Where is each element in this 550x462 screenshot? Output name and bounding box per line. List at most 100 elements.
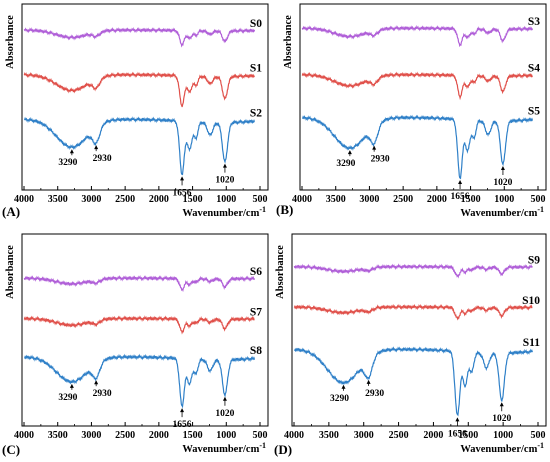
annotation-arrowhead	[94, 145, 99, 150]
annotation-arrowhead	[69, 383, 74, 388]
annotation-arrowhead	[94, 380, 99, 385]
peak-annotation: 1020	[493, 178, 512, 188]
x-tick-label: 500	[531, 194, 546, 205]
series-line-s1	[23, 71, 255, 108]
peak-annotation: 3290	[336, 159, 355, 169]
x-tick-label: 1500	[183, 430, 203, 441]
x-tick-label: 3000	[81, 194, 101, 205]
peak-annotation: 1656	[448, 429, 467, 439]
x-tick-label: 4000	[14, 194, 34, 205]
peak-annotation: 1020	[215, 176, 234, 186]
peak-annotation: 3290	[58, 158, 77, 168]
annotation-arrowhead	[500, 166, 505, 171]
x-tick-label: 3500	[319, 430, 339, 441]
series-label: S5	[528, 105, 540, 117]
annotation-arrowhead	[180, 176, 185, 181]
series-line-s7	[23, 315, 255, 335]
series-label: S9	[528, 255, 540, 267]
series-line-s6	[23, 274, 256, 293]
peak-annotation: 1656	[451, 192, 470, 202]
x-tick-label: 2000	[149, 194, 169, 205]
chart-panel-2: 4000 3500 3000 2500 2000 1500 1000 500Wavenumbe…	[2, 233, 269, 457]
series-label: S4	[528, 63, 540, 75]
x-tick-label: 4000	[14, 430, 34, 441]
panel-label: (A)	[2, 204, 20, 219]
peak-annotation: 2930	[371, 155, 390, 165]
peak-annotation: 2930	[93, 389, 112, 399]
x-tick-label: 4000	[292, 194, 312, 205]
y-axis-label: Absorbance	[5, 245, 16, 299]
panel-label: (C)	[2, 442, 20, 457]
annotation-arrowhead	[341, 384, 346, 389]
peak-annotation: 2930	[93, 154, 112, 164]
panel-label: (B)	[276, 202, 293, 217]
x-axis-label: Wavenumber/cm-1	[460, 441, 544, 455]
x-tick-label: 500	[253, 194, 268, 205]
series-line-s0	[23, 26, 256, 48]
annotation-arrowhead	[455, 417, 460, 422]
x-tick-label: 2000	[149, 430, 169, 441]
x-tick-label: 1000	[493, 430, 513, 441]
annotation-arrowhead	[372, 145, 377, 150]
plot-frame	[299, 3, 547, 191]
x-axis-label: Wavenumber/cm-1	[182, 441, 266, 455]
annotation-arrowhead	[458, 179, 463, 184]
chart-panel-0: 4000 3500 3000 2500 2000 1500 1000 500Wavenumbe…	[2, 3, 269, 219]
series-label: S1	[250, 63, 262, 75]
x-tick-label: 3000	[354, 430, 374, 441]
x-axis-label: Wavenumber/cm-1	[182, 205, 266, 219]
panel-label: (D)	[274, 442, 292, 457]
x-tick-label: 1500	[458, 430, 478, 441]
x-tick-label: 1500	[461, 194, 481, 205]
x-tick-label: 3500	[326, 194, 346, 205]
x-tick-label: 2500	[115, 430, 135, 441]
plot-frame	[21, 3, 269, 191]
x-tick-label: 1000	[216, 194, 236, 205]
annotation-arrowhead	[222, 163, 227, 168]
series-label: S8	[250, 345, 262, 357]
x-axis-label: Wavenumber/cm-1	[460, 205, 544, 219]
x-tick-label: 2500	[115, 194, 135, 205]
x-tick-label: 1000	[216, 430, 236, 441]
x-tick-label: 3000	[359, 194, 379, 205]
annotation-arrowhead	[499, 402, 504, 407]
series-label: S0	[250, 18, 262, 30]
series-line-s3	[301, 24, 534, 48]
series-line-s9	[293, 263, 533, 279]
y-axis-label: Absorbance	[283, 15, 294, 69]
series-line-s4	[301, 71, 533, 101]
x-tick-label: 2500	[393, 194, 413, 205]
series-label: S11	[523, 337, 541, 349]
annotation-arrowhead	[347, 150, 352, 155]
series-label: S2	[250, 107, 262, 119]
x-tick-label: 500	[253, 430, 268, 441]
annotation-arrowhead	[366, 379, 371, 384]
x-tick-label: 3500	[48, 430, 68, 441]
x-tick-label: 1000	[494, 194, 514, 205]
y-axis-label: Absorbance	[5, 15, 16, 69]
x-tick-label: 2000	[427, 194, 447, 205]
annotation-arrowhead	[222, 396, 227, 401]
plot-frame	[291, 233, 547, 427]
annotation-arrowhead	[180, 408, 185, 413]
x-tick-label: 1500	[183, 194, 203, 205]
annotation-arrowhead	[69, 149, 74, 154]
series-label: S7	[250, 306, 262, 318]
x-tick-label: 2500	[389, 430, 409, 441]
series-line-s2	[23, 116, 256, 176]
x-tick-label: 500	[531, 430, 546, 441]
chart-panel-3: 4000 3500 3000 2500 2000 1500 1000 500Wavenumbe…	[274, 233, 547, 457]
peak-annotation: 2930	[365, 389, 384, 399]
series-label: S6	[250, 266, 262, 278]
peak-annotation: 1020	[492, 414, 511, 424]
peak-annotation: 1656	[173, 188, 192, 198]
plot-frame	[21, 233, 269, 427]
series-label: S10	[522, 295, 540, 307]
series-line-s11	[293, 346, 533, 417]
series-line-s10	[293, 303, 533, 321]
peak-annotation: 1656	[173, 420, 192, 430]
x-tick-label: 4000	[284, 430, 304, 441]
peak-annotation: 1020	[215, 409, 234, 419]
y-axis-label: Absorbance	[275, 245, 286, 299]
